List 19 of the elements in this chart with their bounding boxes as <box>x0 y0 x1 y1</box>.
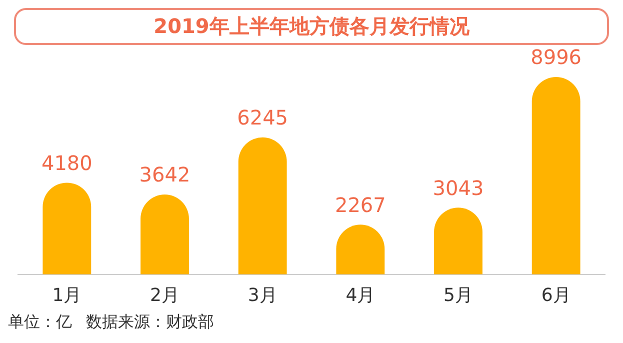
x-tick-label: 1月 <box>52 284 82 306</box>
bar <box>42 182 92 274</box>
bar <box>140 194 189 274</box>
data-label: 8996 <box>530 45 582 70</box>
x-tick-label: 6月 <box>541 284 571 306</box>
chart-title: 2019年上半年地方债各月发行情况 <box>14 8 609 45</box>
x-tick-label: 3月 <box>248 284 278 306</box>
data-label: 6245 <box>237 106 288 130</box>
source-note: 数据来源：财政部 <box>86 312 214 331</box>
bar <box>532 77 580 274</box>
data-label: 3642 <box>139 162 190 187</box>
x-tick-label: 2月 <box>150 284 180 306</box>
data-label: 4180 <box>41 150 92 175</box>
x-tick-label: 4月 <box>346 284 376 306</box>
data-label: 3043 <box>432 176 484 200</box>
text: 单位：亿 <box>8 312 72 331</box>
data-label: 2267 <box>334 192 386 217</box>
bar <box>238 137 287 274</box>
x-tick-label: 5月 <box>444 284 473 306</box>
